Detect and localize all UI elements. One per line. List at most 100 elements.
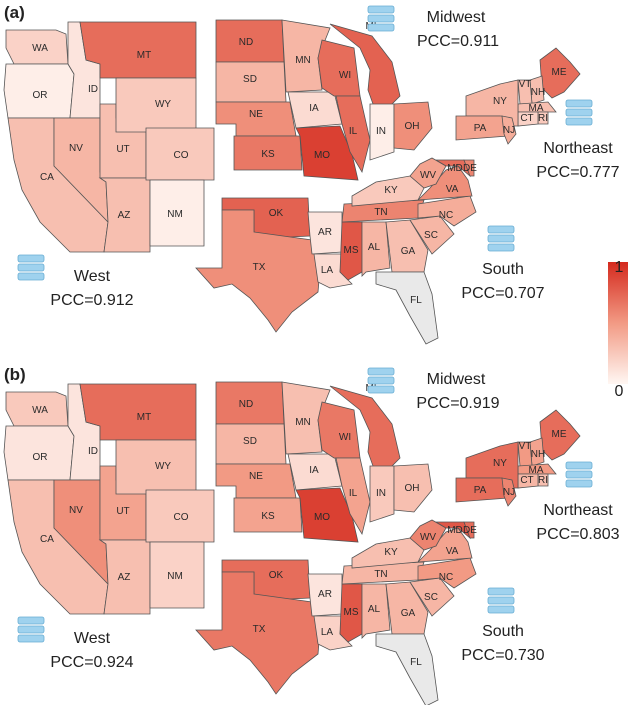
state-MT xyxy=(79,383,197,441)
south-label: South PCC=0.707 xyxy=(461,225,545,302)
south-pcc: PCC=0.730 xyxy=(461,647,544,664)
state-MO xyxy=(295,487,359,543)
west-region: WA OR CA ID NV UT AZ MT WY CO NM xyxy=(3,21,215,253)
west-label: West PCC=0.912 xyxy=(17,254,134,309)
database-icon xyxy=(367,5,395,32)
state-AL xyxy=(361,221,391,277)
state-label: WI xyxy=(339,432,351,443)
state-NM xyxy=(149,541,205,609)
state-label: GA xyxy=(401,608,416,619)
state-ME xyxy=(539,409,581,461)
state-label: NV xyxy=(69,143,83,154)
database-icon xyxy=(17,254,45,281)
state-label: WA xyxy=(32,43,48,54)
state-label: AR xyxy=(318,589,332,600)
south-region-name: South xyxy=(482,261,524,278)
midwest-label: Midwest PCC=0.911 xyxy=(367,5,499,50)
state-OH xyxy=(393,101,433,151)
state-label: ID xyxy=(88,84,98,95)
state-label: AL xyxy=(368,242,381,253)
midwest-label: Midwest PCC=0.919 xyxy=(367,367,500,412)
state-label: LA xyxy=(321,265,334,276)
state-CO xyxy=(145,489,215,543)
state-label: RI xyxy=(538,475,548,486)
state-label: NH xyxy=(531,87,545,98)
midwest-pcc: PCC=0.919 xyxy=(416,395,499,412)
northeast-region-name: Northeast xyxy=(543,140,613,157)
state-label: CA xyxy=(40,172,54,183)
database-icon xyxy=(367,367,395,394)
state-MT xyxy=(79,21,197,79)
colorbar-gradient xyxy=(608,262,628,384)
state-AR xyxy=(307,211,343,255)
state-label: OR xyxy=(33,90,48,101)
west-pcc: PCC=0.924 xyxy=(50,654,133,671)
state-label: TN xyxy=(374,207,387,218)
midwest-region-name: Midwest xyxy=(427,371,486,388)
state-NM xyxy=(149,179,205,247)
state-WI xyxy=(317,39,361,97)
state-label: IA xyxy=(309,465,319,476)
state-label: MN xyxy=(295,417,311,428)
midwest-region: ND SD NE KS MN IA MO WI IL MI IN OH xyxy=(215,19,433,181)
state-label: LA xyxy=(321,627,334,638)
state-label: ID xyxy=(88,446,98,457)
state-label: DE xyxy=(463,525,477,536)
state-label: OH xyxy=(405,121,420,132)
state-label: OK xyxy=(269,208,284,219)
panel-label: (a) xyxy=(4,3,25,22)
state-label: ND xyxy=(239,37,253,48)
state-label: IN xyxy=(376,488,386,499)
northeast-label: Northeast PCC=0.803 xyxy=(536,461,620,543)
state-label: MA xyxy=(529,103,544,114)
south-pcc: PCC=0.707 xyxy=(461,285,544,302)
state-KS xyxy=(233,135,303,171)
state-GA xyxy=(385,581,429,635)
state-label: CA xyxy=(40,534,54,545)
state-label: NE xyxy=(249,471,263,482)
state-AR xyxy=(307,573,343,617)
state-label: VA xyxy=(446,546,459,557)
state-label: FL xyxy=(410,295,422,306)
database-icon xyxy=(565,461,593,488)
west-region: WA OR CA ID NV UT AZ MT WY CO NM xyxy=(3,383,215,615)
state-label: NJ xyxy=(503,487,515,498)
state-label: NY xyxy=(493,458,507,469)
state-label: MA xyxy=(529,465,544,476)
state-label: RI xyxy=(538,113,548,124)
state-label: KY xyxy=(384,547,398,558)
west-pcc: PCC=0.912 xyxy=(50,292,133,309)
south-label: South PCC=0.730 xyxy=(461,587,545,664)
state-label: TX xyxy=(253,624,266,635)
state-FL xyxy=(375,633,439,705)
colorbar-min-label: 0 xyxy=(615,383,624,400)
colorbar-max-label: 1 xyxy=(615,259,624,276)
state-label: CT xyxy=(520,113,533,124)
state-label: FL xyxy=(410,657,422,668)
state-label: WV xyxy=(420,170,436,181)
state-label: VT xyxy=(519,441,532,452)
state-label: ME xyxy=(552,67,567,78)
state-label: AL xyxy=(368,604,381,615)
midwest-pcc: PCC=0.911 xyxy=(417,33,499,50)
state-label: CT xyxy=(520,475,533,486)
south-region: OK TX AR LA MS AL TN KY GA FL SC NC VA W… xyxy=(195,519,477,705)
state-label: GA xyxy=(401,246,416,257)
state-label: ME xyxy=(552,429,567,440)
state-label: SC xyxy=(424,592,438,603)
state-DE xyxy=(463,159,475,177)
state-AL xyxy=(361,583,391,639)
database-icon xyxy=(487,587,515,614)
state-SC xyxy=(409,577,455,617)
state-label: KS xyxy=(261,149,275,160)
northeast-region: ME NH VT MA RI CT NY PA NJ xyxy=(455,47,581,145)
state-label: WA xyxy=(32,405,48,416)
state-label: MO xyxy=(314,512,330,523)
state-IL xyxy=(335,95,371,174)
state-label: OH xyxy=(405,483,420,494)
state-label: NC xyxy=(439,210,453,221)
state-label: VT xyxy=(519,79,532,90)
state-label: NV xyxy=(69,505,83,516)
state-label: PA xyxy=(474,485,487,496)
northeast-label: Northeast PCC=0.777 xyxy=(536,99,620,181)
